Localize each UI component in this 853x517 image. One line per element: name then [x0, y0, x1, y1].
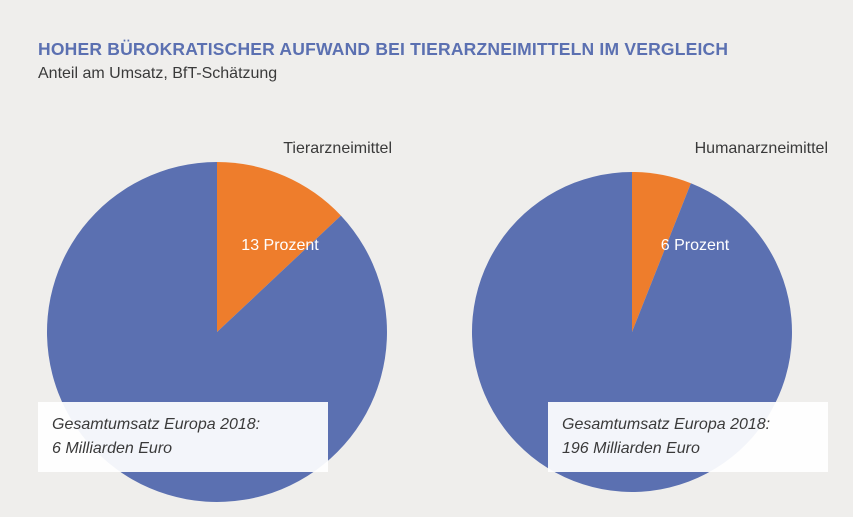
pie-chart-2: 6 Prozent Humanarzneimittel Gesamtumsatz E… [471, 140, 828, 493]
pie-slice [217, 162, 341, 332]
pie-title: Humanarzneimittel [695, 140, 828, 157]
annotation-line: 6 Milliarden Euro [52, 440, 172, 457]
annotation-line: Gesamtumsatz Europa 2018: [562, 416, 770, 433]
slice-label: 13 Prozent [241, 237, 319, 254]
slice-label: 6 Prozent [661, 237, 730, 254]
chart-title: HOHER BÜROKRATISCHER AUFWAND BEI TIERARZ… [38, 39, 729, 59]
annotation-box [38, 402, 328, 472]
chart-subtitle: Anteil am Umsatz, BfT-Schätzung [38, 65, 278, 82]
annotation-line: Gesamtumsatz Europa 2018: [52, 416, 260, 433]
pie-slice [632, 172, 691, 332]
pie-chart-1: 13 Prozent Tierarzneimittel Gesamtumsatz E… [38, 140, 392, 502]
annotation-box [548, 402, 828, 472]
annotation-line: 196 Milliarden Euro [562, 440, 700, 457]
pie-title: Tierarzneimittel [283, 140, 392, 157]
